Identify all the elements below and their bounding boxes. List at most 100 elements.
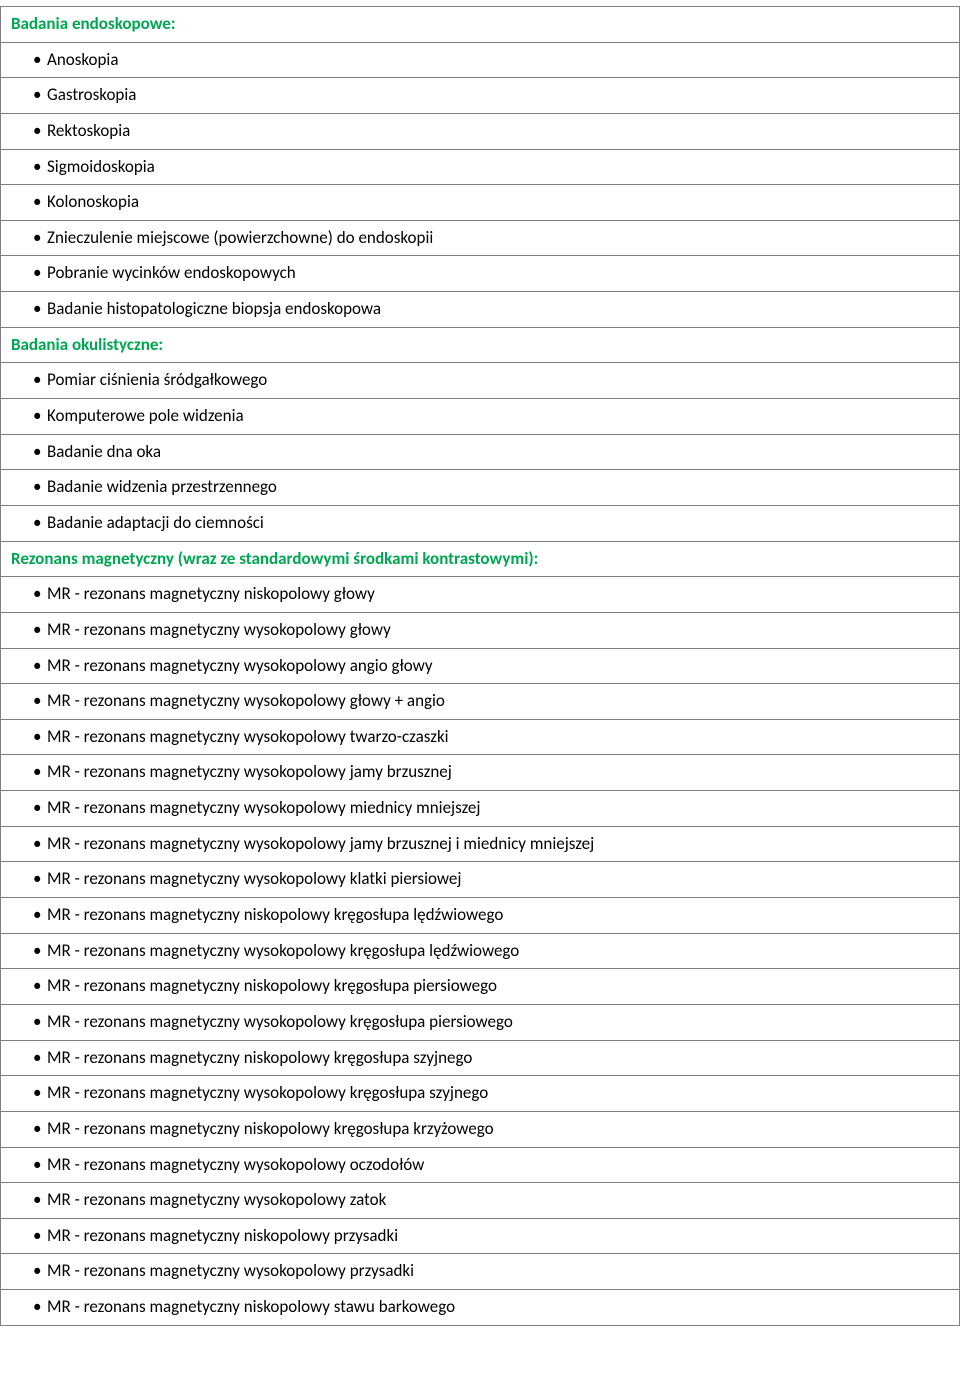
list-item: •MR - rezonans magnetyczny wysokopolowy … [1,1076,959,1111]
list-item-row: •MR - rezonans magnetyczny wysokopolowy … [1,684,959,720]
bullet-icon: • [33,404,47,429]
list-item-row: •MR - rezonans magnetyczny wysokopolowy … [1,827,959,863]
list-item: •Pobranie wycinków endoskopowych [1,256,959,291]
list-item: •MR - rezonans magnetyczny niskopolowy g… [1,577,959,612]
bullet-icon: • [33,1117,47,1142]
list-item-row: •MR - rezonans magnetyczny wysokopolowy … [1,934,959,970]
bullet-icon: • [33,1188,47,1213]
list-item-label: MR - rezonans magnetyczny wysokopolowy o… [47,1154,424,1175]
bullet-icon: • [33,1295,47,1320]
list-item: •MR - rezonans magnetyczny niskopolowy k… [1,969,959,1004]
list-item-row: •MR - rezonans magnetyczny niskopolowy k… [1,1041,959,1077]
bullet-icon: • [33,368,47,393]
list-item-label: Anoskopia [47,49,118,70]
list-item: •MR - rezonans magnetyczny niskopolowy p… [1,1219,959,1254]
bullet-icon: • [33,618,47,643]
list-item: •Gastroskopia [1,78,959,113]
list-item: •Sigmoidoskopia [1,150,959,185]
bullet-icon: • [33,974,47,999]
list-item: •Kolonoskopia [1,185,959,220]
list-item-label: MR - rezonans magnetyczny niskopolowy kr… [47,975,497,996]
list-item-row: •MR - rezonans magnetyczny wysokopolowy … [1,755,959,791]
list-item-label: Komputerowe pole widzenia [47,405,244,426]
bullet-icon: • [33,190,47,215]
bullet-icon: • [33,297,47,322]
list-item-row: •MR - rezonans magnetyczny wysokopolowy … [1,1005,959,1041]
list-item-label: Badanie histopatologiczne biopsja endosk… [47,298,381,319]
list-item-row: •MR - rezonans magnetyczny wysokopolowy … [1,1254,959,1290]
list-item-label: MR - rezonans magnetyczny wysokopolowy k… [47,1082,488,1103]
list-item-row: •Sigmoidoskopia [1,150,959,186]
bullet-icon: • [33,760,47,785]
list-item-row: •Badanie adaptacji do ciemności [1,506,959,542]
list-item-row: •MR - rezonans magnetyczny niskopolowy k… [1,898,959,934]
list-item: •MR - rezonans magnetyczny niskopolowy k… [1,898,959,933]
list-item-label: Badanie adaptacji do ciemności [47,512,264,533]
list-item-row: •Gastroskopia [1,78,959,114]
bullet-icon: • [33,867,47,892]
list-item-label: Pomiar ciśnienia śródgałkowego [47,369,267,390]
list-item-row: •Badanie widzenia przestrzennego [1,470,959,506]
list-item-row: •Kolonoskopia [1,185,959,221]
list-item-row: •MR - rezonans magnetyczny wysokopolowy … [1,649,959,685]
list-item-label: Pobranie wycinków endoskopowych [47,262,296,283]
list-item-label: Sigmoidoskopia [47,156,155,177]
bullet-icon: • [33,155,47,180]
list-item: •MR - rezonans magnetyczny wysokopolowy … [1,755,959,790]
bullet-icon: • [33,796,47,821]
list-item-row: •MR - rezonans magnetyczny niskopolowy g… [1,577,959,613]
list-item-label: MR - rezonans magnetyczny wysokopolowy k… [47,868,461,889]
list-item-row: •MR - rezonans magnetyczny wysokopolowy … [1,1076,959,1112]
list-item: •MR - rezonans magnetyczny wysokopolowy … [1,684,959,719]
list-item-row: •MR - rezonans magnetyczny wysokopolowy … [1,791,959,827]
list-item-label: MR - rezonans magnetyczny wysokopolowy g… [47,690,445,711]
bullet-icon: • [33,903,47,928]
list-item-row: •Badanie histopatologiczne biopsja endos… [1,292,959,328]
bullet-icon: • [33,582,47,607]
list-item-label: MR - rezonans magnetyczny wysokopolowy t… [47,726,449,747]
list-item-label: Badanie widzenia przestrzennego [47,476,277,497]
list-item-row: •MR - rezonans magnetyczny wysokopolowy … [1,1148,959,1184]
list-item-row: •Rektoskopia [1,114,959,150]
list-item-row: •MR - rezonans magnetyczny wysokopolowy … [1,862,959,898]
list-item-label: MR - rezonans magnetyczny wysokopolowy a… [47,655,433,676]
list-item: •Badanie dna oka [1,435,959,470]
section-header: Rezonans magnetyczny (wraz ze standardow… [1,542,959,577]
list-item: •MR - rezonans magnetyczny wysokopolowy … [1,1148,959,1183]
list-item-row: •Anoskopia [1,43,959,79]
list-item-label: Gastroskopia [47,84,136,105]
list-item-label: MR - rezonans magnetyczny niskopolowy kr… [47,1118,494,1139]
list-item-label: MR - rezonans magnetyczny wysokopolowy j… [47,761,452,782]
list-item-row: •MR - rezonans magnetyczny niskopolowy k… [1,1112,959,1148]
list-item-row: •MR - rezonans magnetyczny niskopolowy p… [1,1219,959,1255]
bullet-icon: • [33,440,47,465]
list-item: •MR - rezonans magnetyczny niskopolowy s… [1,1290,959,1325]
list-item: •MR - rezonans magnetyczny wysokopolowy … [1,862,959,897]
list-item: •Znieczulenie miejscowe (powierzchowne) … [1,221,959,256]
section-header: Badania endoskopowe: [1,7,959,42]
list-item: •Badanie adaptacji do ciemności [1,506,959,541]
list-item: •MR - rezonans magnetyczny niskopolowy k… [1,1112,959,1147]
bullet-icon: • [33,261,47,286]
list-item: •MR - rezonans magnetyczny wysokopolowy … [1,1254,959,1289]
section-header: Badania okulistyczne: [1,328,959,363]
bullet-icon: • [33,119,47,144]
bullet-icon: • [33,1081,47,1106]
list-item-label: Rektoskopia [47,120,130,141]
list-item-row: •Pomiar ciśnienia śródgałkowego [1,363,959,399]
list-item: •MR - rezonans magnetyczny niskopolowy k… [1,1041,959,1076]
list-item-label: Badanie dna oka [47,441,161,462]
list-item-label: MR - rezonans magnetyczny niskopolowy kr… [47,904,503,925]
list-item-label: MR - rezonans magnetyczny wysokopolowy k… [47,1011,513,1032]
list-item: •MR - rezonans magnetyczny wysokopolowy … [1,934,959,969]
list-item-row: •MR - rezonans magnetyczny wysokopolowy … [1,613,959,649]
list-item-label: MR - rezonans magnetyczny wysokopolowy m… [47,797,480,818]
list-item-label: MR - rezonans magnetyczny niskopolowy st… [47,1296,455,1317]
list-item-label: MR - rezonans magnetyczny niskopolowy kr… [47,1047,472,1068]
list-item-label: MR - rezonans magnetyczny wysokopolowy k… [47,940,519,961]
list-item-row: •MR - rezonans magnetyczny wysokopolowy … [1,1183,959,1219]
bullet-icon: • [33,1153,47,1178]
bullet-icon: • [33,1010,47,1035]
list-item: •Anoskopia [1,43,959,78]
bullet-icon: • [33,226,47,251]
